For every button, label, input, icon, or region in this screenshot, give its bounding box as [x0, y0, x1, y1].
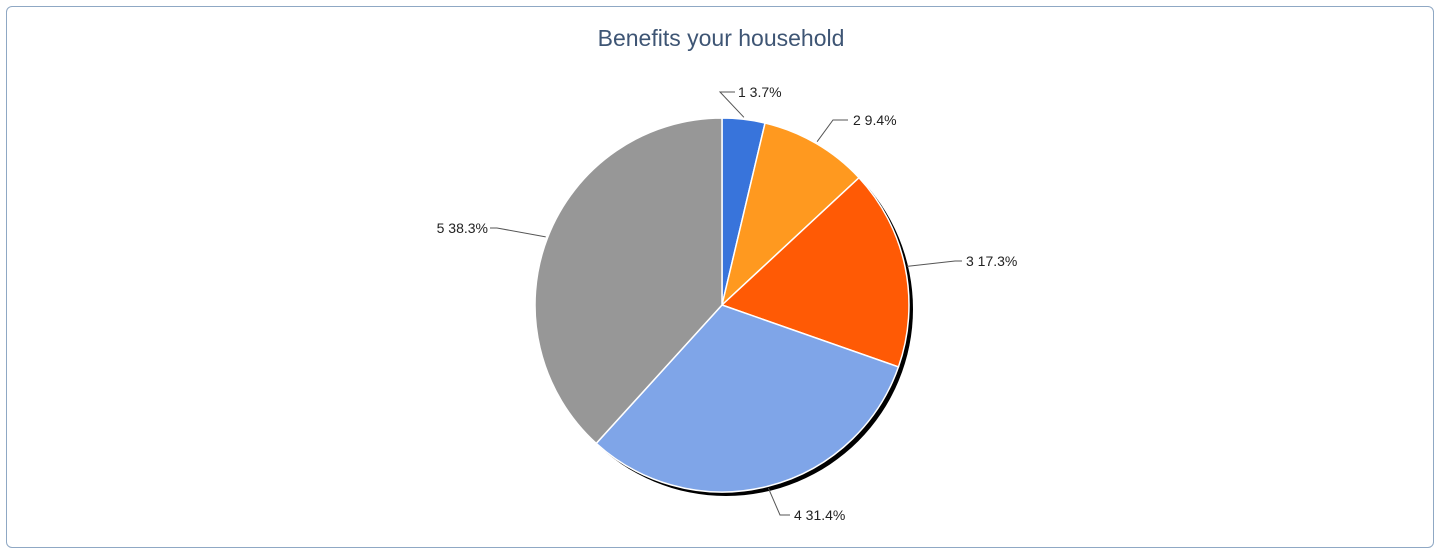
leader-line-3 [906, 260, 962, 267]
pie-slices [534, 117, 910, 493]
pie-slice-4[interactable] [595, 304, 900, 493]
data-labels: 1 3.7% 2 9.4% 3 17.3% 4 31.4% 5 38.3% [437, 84, 1018, 523]
data-label-4: 4 31.4% [794, 507, 845, 523]
data-label-3: 3 17.3% [966, 253, 1017, 269]
leader-lines [490, 91, 962, 516]
pie-slice-2[interactable] [720, 122, 861, 308]
leader-line-5 [490, 227, 546, 238]
leader-line-1 [718, 91, 745, 118]
leader-line-2 [816, 119, 848, 142]
data-label-2: 2 9.4% [853, 112, 897, 128]
chart-title: Benefits your household [597, 25, 845, 51]
pie-slice-3[interactable] [720, 176, 910, 368]
data-label-5: 5 38.3% [437, 220, 488, 236]
data-label-1: 1 3.7% [738, 84, 782, 100]
pie-slice-5[interactable] [534, 117, 723, 445]
leader-line-4 [767, 488, 790, 516]
